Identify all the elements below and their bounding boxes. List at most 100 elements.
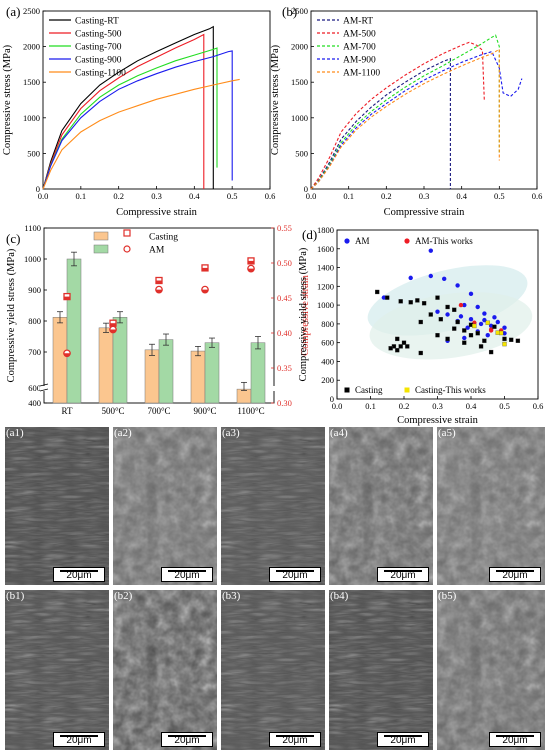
point-am xyxy=(482,311,487,316)
legend-label: AM xyxy=(149,246,165,256)
chart-d: 0.0 0.1 0.2 0.3 0.4 0.5 0.6 0 200 400 600 800 1000 12… xyxy=(298,225,543,426)
series-line-casting-500 xyxy=(42,33,205,190)
y2-axis-label: Compressive strain xyxy=(300,274,311,356)
point-casting xyxy=(438,317,444,322)
x-tick-label: 0.2 xyxy=(113,191,124,201)
point-casting xyxy=(462,340,467,345)
x-axis-label: Compressive strain xyxy=(384,207,466,218)
point-casting xyxy=(455,319,460,325)
point-casting xyxy=(502,336,507,342)
y-tick-label: 1400 xyxy=(317,263,334,273)
point-casting xyxy=(452,326,457,331)
bar-casting xyxy=(52,317,68,404)
y-tick-label: 600 xyxy=(28,383,41,393)
x-axis-label: Compressive strain xyxy=(397,415,479,426)
legend-label: AM xyxy=(355,236,370,246)
panel-label-a: (a) xyxy=(6,4,20,19)
x-tick-label: 0.0 xyxy=(38,191,49,201)
point-am xyxy=(485,332,490,338)
series-line-am-rt xyxy=(310,57,451,190)
y-tick-label: 0.50 xyxy=(277,258,292,268)
y-tick-label: 2000 xyxy=(291,42,308,52)
point-casting xyxy=(515,338,521,343)
point-am xyxy=(492,315,497,320)
point-am xyxy=(445,312,450,317)
strain-marker-am-fill xyxy=(247,268,255,272)
point-casting xyxy=(445,304,450,310)
point-am xyxy=(435,309,440,314)
strain-marker-casting-fill xyxy=(202,267,208,271)
point-casting xyxy=(478,344,484,349)
y-tick-label: 1500 xyxy=(23,77,40,87)
legend-label: Casting-1100 xyxy=(75,69,126,79)
y-tick-label: 0.45 xyxy=(277,293,292,303)
legend-marker xyxy=(404,387,410,393)
y-tick-label: 2000 xyxy=(23,42,40,52)
point-am xyxy=(428,248,433,253)
x-tick-label: 0.3 xyxy=(432,401,443,411)
series-line-am-500 xyxy=(310,41,485,190)
point-am xyxy=(495,319,500,325)
point-casting xyxy=(385,295,390,300)
y-tick-label: 1000 xyxy=(24,254,41,264)
series-line-am-700 xyxy=(310,34,500,190)
series-line-casting-700 xyxy=(42,47,218,190)
y-tick-label: 1000 xyxy=(317,300,334,310)
point-casting xyxy=(375,289,380,295)
y-tick-label: 1200 xyxy=(317,281,334,291)
y-axis-label: Compressive yield stress (MPa) xyxy=(6,248,17,382)
point-casting xyxy=(492,324,497,329)
x-tick-label: 0.2 xyxy=(381,191,392,201)
legend-label: AM-900 xyxy=(343,56,376,66)
point-am xyxy=(442,276,447,282)
point-casting xyxy=(401,340,407,345)
axis-break-mark xyxy=(39,388,49,392)
point-casting xyxy=(498,330,504,336)
y-tick-label: 200 xyxy=(321,375,334,385)
legend-label: AM-700 xyxy=(343,43,376,53)
point-casting xyxy=(488,349,494,355)
point-casting xyxy=(509,337,514,343)
strain-marker-casting-fill xyxy=(156,280,162,284)
point-casting xyxy=(418,350,423,356)
x-axis-label: Compressive strain xyxy=(116,207,198,218)
y-tick-label: 1000 xyxy=(291,113,308,123)
point-casting xyxy=(408,300,413,305)
y-tick-label: 0.40 xyxy=(277,328,292,338)
panel-label-b: (b) xyxy=(282,4,297,19)
legend-label: Casting xyxy=(149,233,178,243)
y-tick-label: 0 xyxy=(304,184,308,194)
y-tick-label: 0.30 xyxy=(277,398,292,408)
legend-label: Casting-RT xyxy=(75,17,119,27)
strain-marker-casting-fill xyxy=(110,323,116,327)
y-tick-label: 400 xyxy=(28,398,41,408)
point-am xyxy=(458,314,464,319)
series-line-casting-rt xyxy=(42,25,214,190)
strain-marker-am-fill xyxy=(155,289,163,293)
point-casting xyxy=(421,301,427,306)
x-tick-label: 0.5 xyxy=(499,401,510,411)
x-tick-label: 0.5 xyxy=(227,191,238,201)
point-casting xyxy=(462,328,467,333)
panel-label-c: (c) xyxy=(6,231,20,246)
point-casting xyxy=(418,319,423,325)
x-tick-label: 0.0 xyxy=(332,401,343,411)
point-am xyxy=(381,295,387,300)
point-casting xyxy=(475,331,480,336)
strain-marker-am-fill xyxy=(201,289,209,293)
point-am xyxy=(475,304,480,310)
series-line-am-900 xyxy=(310,50,523,190)
strain-marker-casting-fill xyxy=(64,296,70,300)
legend-label: Casting xyxy=(355,385,383,395)
y-tick-label: 800 xyxy=(28,316,41,326)
point-am xyxy=(502,331,507,336)
x-tick-label: 0.5 xyxy=(494,191,505,201)
casting-cluster-region xyxy=(369,292,533,360)
point-casting xyxy=(398,344,403,349)
y-axis-label: Compressive stress (MPa) xyxy=(270,44,281,155)
point-am xyxy=(408,275,413,281)
y-tick-label: 2500 xyxy=(291,6,308,16)
legend-label: AM-500 xyxy=(343,30,376,40)
point-am xyxy=(462,335,467,341)
x-tick-label: 0.6 xyxy=(265,191,276,201)
